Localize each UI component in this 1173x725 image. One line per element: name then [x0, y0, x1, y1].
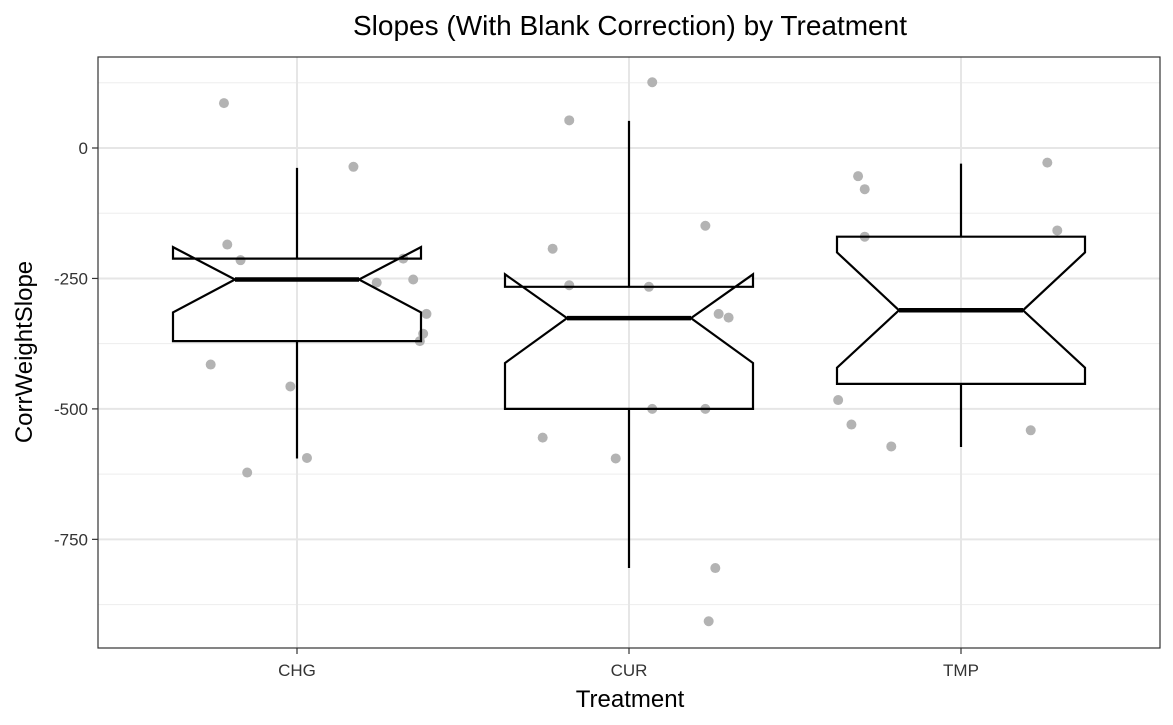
y-tick-label: -250	[54, 269, 88, 288]
data-point-tmp	[833, 395, 844, 406]
data-point-tmp	[859, 184, 870, 195]
data-point-tmp	[846, 419, 857, 430]
y-tick-label: -500	[54, 400, 88, 419]
data-point-cur	[703, 616, 714, 627]
data-point-chg	[242, 467, 253, 478]
data-point-cur	[723, 312, 734, 323]
data-point-cur	[537, 432, 548, 443]
x-tick-label-tmp: TMP	[943, 661, 979, 680]
box-layer	[171, 120, 1087, 569]
data-point-cur	[610, 453, 621, 464]
data-point-chg	[285, 381, 296, 392]
data-point-chg	[371, 277, 382, 288]
data-point-tmp	[1042, 157, 1053, 168]
y-axis-ticks: 0 -250 -500 -750	[54, 139, 98, 549]
data-point-tmp	[1052, 225, 1063, 236]
chart-title: Slopes (With Blank Correction) by Treatm…	[353, 10, 907, 41]
data-point-cur	[564, 115, 575, 126]
notched-box-cur	[503, 272, 755, 410]
notched-box-tmp	[835, 235, 1087, 385]
data-point-chg	[301, 452, 312, 463]
data-point-chg	[205, 359, 216, 370]
x-tick-label-chg: CHG	[278, 661, 316, 680]
data-point-cur	[713, 308, 724, 319]
data-point-cur	[547, 243, 558, 254]
data-point-chg	[408, 274, 419, 285]
data-point-chg	[421, 308, 432, 319]
x-axis-ticks: CHG CUR TMP	[278, 648, 979, 680]
x-tick-label-cur: CUR	[611, 661, 648, 680]
data-point-cur	[710, 563, 721, 574]
data-point-tmp	[886, 441, 897, 452]
y-axis-title: CorrWeightSlope	[11, 261, 38, 443]
data-point-cur	[700, 220, 711, 231]
notched-box-chg	[171, 245, 423, 343]
data-point-chg	[218, 98, 229, 109]
data-point-chg	[222, 239, 233, 250]
y-tick-label: 0	[79, 139, 88, 158]
data-point-tmp	[853, 171, 864, 182]
x-axis-title: Treatment	[576, 686, 685, 713]
y-tick-label: -750	[54, 530, 88, 549]
data-point-cur	[647, 77, 658, 88]
data-point-tmp	[1025, 425, 1036, 436]
data-point-chg	[348, 161, 359, 172]
